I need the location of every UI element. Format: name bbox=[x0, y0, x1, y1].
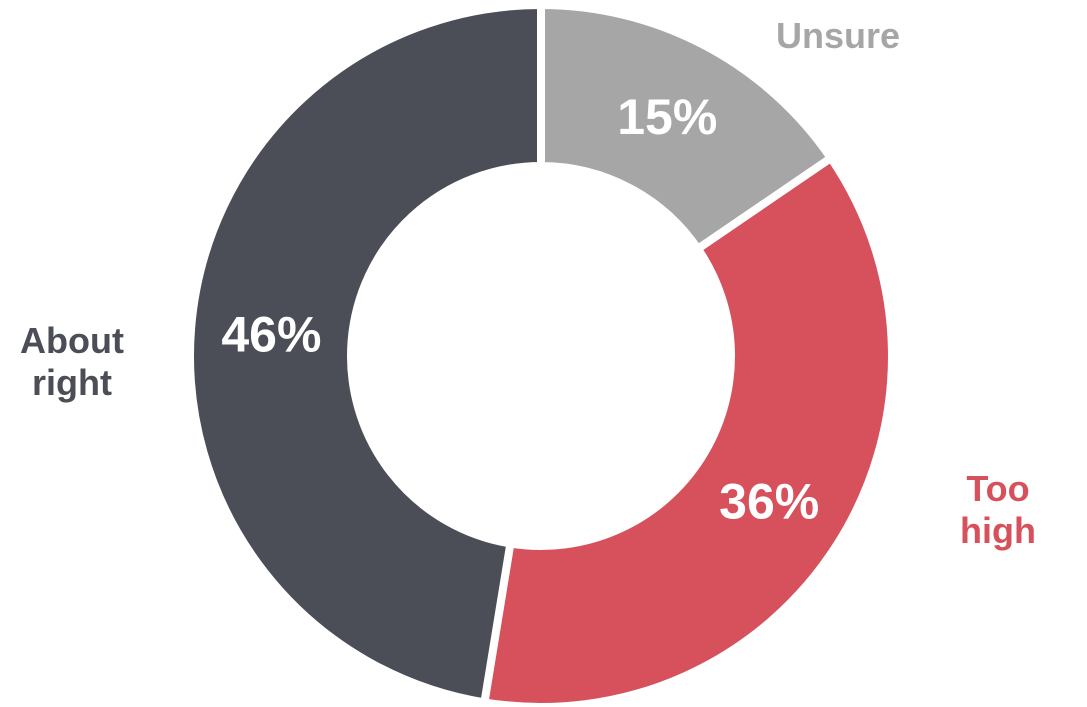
category-label: Too high bbox=[960, 468, 1036, 551]
value-label: 15% bbox=[617, 89, 717, 145]
value-label: 46% bbox=[221, 306, 321, 362]
category-label: Unsure bbox=[775, 15, 901, 56]
slice bbox=[479, 152, 896, 707]
value-label: 36% bbox=[719, 473, 819, 529]
slice bbox=[186, 0, 545, 707]
slice bbox=[537, 0, 837, 255]
category-label: About right bbox=[20, 320, 124, 403]
